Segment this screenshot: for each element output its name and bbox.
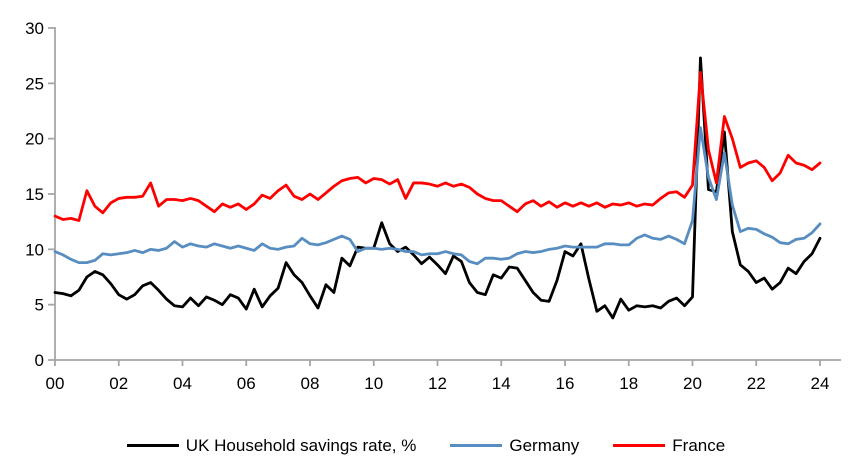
x-tick-label: 24 [811,374,830,393]
germany-line-swatch [450,443,503,447]
y-tick-label: 15 [25,185,44,204]
legend-label-germany: Germany [509,435,580,455]
x-tick-label: 02 [109,374,128,393]
x-tick-label: 10 [364,374,383,393]
chart-plot-area: 0 5 10 15 20 25 30 00 02 04 06 08 10 12 14 16 18 20 22 24 [25,19,841,393]
x-tick-label: 18 [619,374,638,393]
y-tick-label: 0 [35,351,44,370]
x-tick-label: 14 [492,374,511,393]
y-tick-label: 5 [35,296,44,315]
y-tick-label: 20 [25,130,44,149]
legend-item-germany: Germany [450,437,579,454]
chart-legend: UK Household savings rate, % Germany Fra… [0,430,852,460]
france-line-swatch [613,443,666,447]
x-tick-label: 00 [46,374,65,393]
series-line-germany [53,126,822,266]
y-tick-label: 25 [25,74,44,93]
x-tick-label: 08 [301,374,320,393]
x-tick-label: 16 [556,374,575,393]
uk-line-swatch [126,443,179,447]
series-line-france [53,70,822,222]
x-tick-label: 22 [747,374,766,393]
x-tick-label: 04 [173,374,192,393]
x-tick-label: 06 [237,374,256,393]
legend-item-uk: UK Household savings rate, % [126,435,417,455]
legend-label-uk: UK Household savings rate, % [185,435,417,455]
legend-label-france: France [672,435,726,455]
series-line-uk [53,56,822,320]
y-tick-label: 30 [25,19,44,38]
x-tick-label: 12 [428,374,447,393]
legend-item-france: France [613,437,725,454]
y-tick-label: 10 [25,240,44,259]
x-tick-label: 20 [683,374,702,393]
